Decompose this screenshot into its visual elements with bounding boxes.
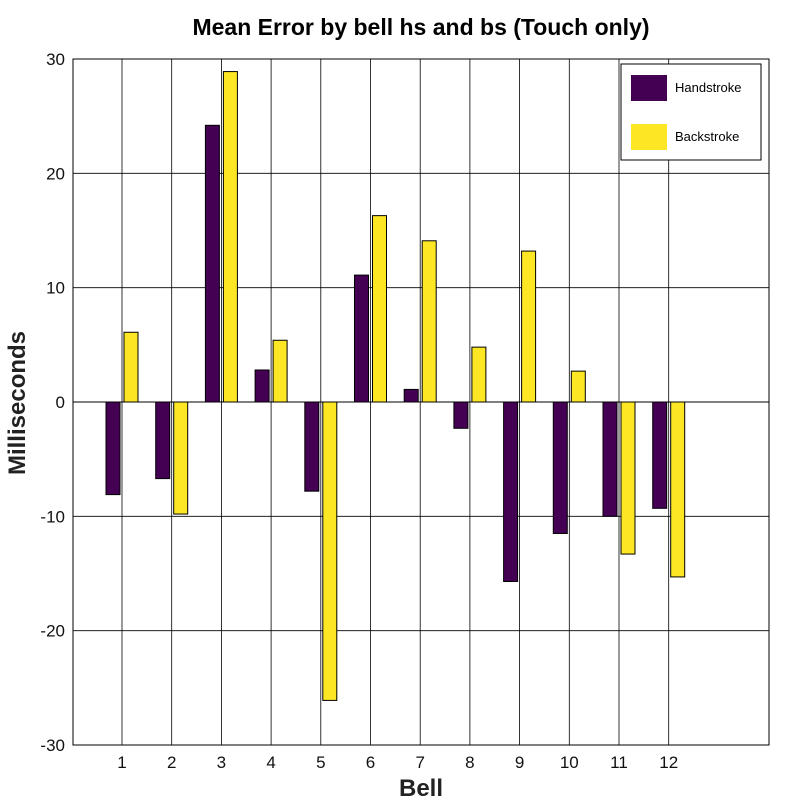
bar-handstroke-5 [304,401,320,492]
bar-backstroke-6 [372,215,387,403]
x-tick-label: 1 [117,753,126,772]
bar-handstroke-8 [453,401,469,429]
legend-swatch-backstroke [631,124,667,150]
x-tick-label: 7 [415,753,424,772]
x-tick-label: 10 [560,753,579,772]
y-axis-label: Milliseconds [4,331,31,475]
bar-handstroke-2 [155,401,171,480]
x-tick-label: 2 [167,753,176,772]
legend: Handstroke Backstroke [620,63,762,161]
bar-handstroke-7 [403,388,419,403]
bar-handstroke-6 [354,274,369,403]
bar-backstroke-7 [421,240,437,403]
bar-backstroke-9 [521,250,537,403]
y-tick-label: 0 [56,393,65,412]
plot-frame [72,58,770,746]
bar-backstroke-10 [570,370,586,403]
bar-handstroke-12 [652,401,668,509]
bars [105,71,686,701]
bar-handstroke-1 [105,401,121,496]
y-tick-label: 10 [46,279,65,298]
bar-handstroke-9 [503,401,519,583]
y-tick-label: -10 [40,507,65,526]
bar-handstroke-3 [204,124,220,403]
legend-label-handstroke: Handstroke [675,80,741,95]
x-tick-label: 4 [266,753,275,772]
legend-label-backstroke: Backstroke [675,129,739,144]
bar-handstroke-10 [552,401,568,534]
chart-title: Mean Error by bell hs and bs (Touch only… [192,14,649,40]
bar-backstroke-1 [123,331,139,403]
axes [72,58,770,746]
bar-handstroke-11 [602,401,618,517]
bar-backstroke-11 [620,401,636,555]
bar-backstroke-12 [670,401,686,578]
y-tick-label: -20 [40,622,65,641]
bar-backstroke-8 [471,346,487,403]
bar-handstroke-4 [254,369,270,403]
x-tick-label: 9 [515,753,524,772]
x-tick-label: 3 [217,753,226,772]
x-axis-label: Bell [399,775,443,800]
bar-backstroke-2 [173,401,189,515]
y-tick-label: 30 [46,50,65,69]
bar-backstroke-3 [222,71,238,403]
bar-backstroke-5 [322,401,338,701]
x-tick-label: 5 [316,753,325,772]
x-tick-label: 12 [659,753,678,772]
y-tick-label: 20 [46,164,65,183]
x-tick-label: 11 [610,753,628,772]
bar-backstroke-4 [272,339,288,403]
legend-swatch-handstroke [631,75,667,101]
x-tick-label: 6 [366,753,375,772]
y-tick-label: -30 [40,736,65,755]
x-tick-label: 8 [465,753,474,772]
